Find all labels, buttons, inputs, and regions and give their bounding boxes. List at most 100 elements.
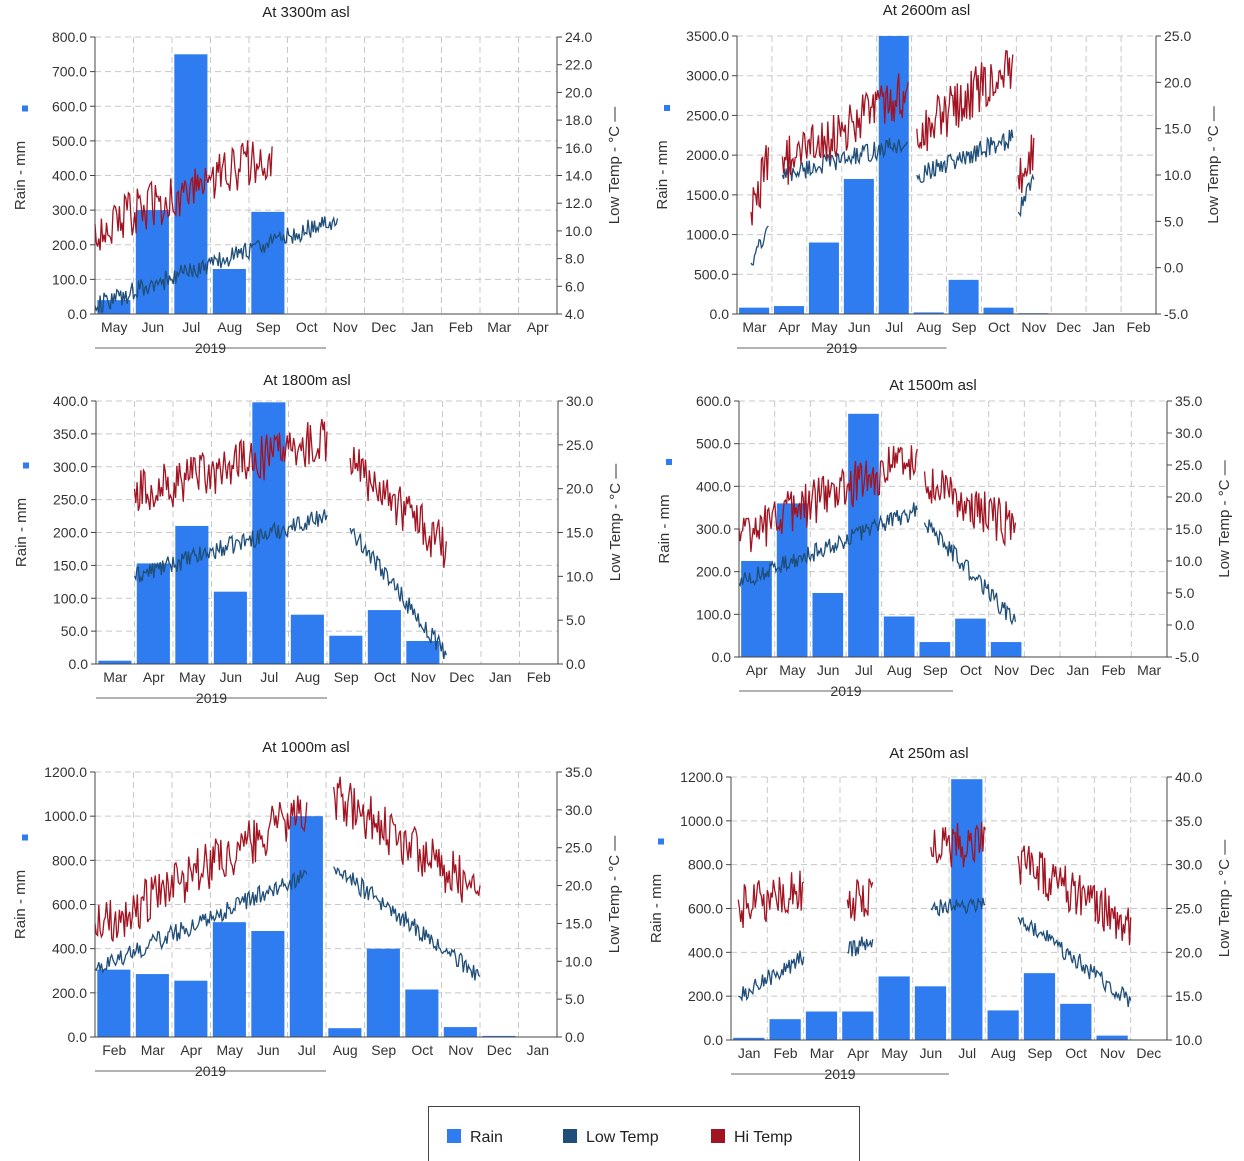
y2-tick-label: 24.0: [565, 29, 592, 45]
x-tick-label: Jul: [855, 662, 873, 678]
x-tick-label: Jan: [526, 1042, 549, 1058]
x-tick-label: May: [179, 669, 205, 685]
y-tick-label: 1200.0: [44, 764, 87, 780]
y-tick-label: 400.0: [696, 478, 731, 494]
hi-temp-line-segment: [846, 878, 874, 921]
low-temp-line-segment: [94, 215, 339, 314]
y2-tick-label: 18.0: [565, 112, 592, 128]
y-tick-label: 3000.0: [686, 68, 729, 84]
x-tick-label: Jun: [920, 1045, 943, 1061]
rain-bar-mar: [135, 974, 169, 1037]
x-tick-label: May: [217, 1042, 243, 1058]
y-tick-label: 800.0: [52, 852, 87, 868]
rain-bar-jun: [914, 986, 947, 1040]
y-tick-label: 1000.0: [680, 813, 723, 829]
y-tick-label: 200.0: [52, 237, 87, 253]
rain-bar-aug: [987, 1010, 1019, 1040]
low-temp-line-segment: [738, 950, 805, 1003]
y2-tick-label: 25.0: [566, 437, 593, 453]
y-tick-label: 200.0: [52, 985, 87, 1001]
year-label: 2019: [826, 340, 857, 356]
y-tick-label: 150.0: [53, 557, 88, 573]
y2-tick-label: 8.0: [565, 251, 585, 267]
x-tick-label: Sep: [371, 1042, 396, 1058]
y2-tick-label: 5.0: [1175, 585, 1195, 601]
y2-tick-label: 30.0: [565, 802, 592, 818]
y2-tick-label: 5.0: [565, 991, 585, 1007]
legend-swatch-low-temp: [563, 1129, 577, 1143]
y2-tick-label: 15.0: [1164, 121, 1191, 137]
rain-bar-may: [808, 242, 839, 314]
chart-title: At 1000m asl: [262, 739, 350, 756]
year-label: 2019: [195, 1063, 226, 1079]
x-tick-label: Dec: [487, 1042, 512, 1058]
rain-bar-jun: [135, 210, 169, 314]
x-tick-label: Feb: [102, 1042, 126, 1058]
legend-swatch-hi-temp: [711, 1129, 725, 1143]
y-tick-label: 500.0: [52, 133, 87, 149]
legend-item-hi-temp: Hi Temp: [711, 1129, 792, 1147]
y-tick-label: 800.0: [52, 29, 87, 45]
x-tick-label: Jan: [1067, 662, 1090, 678]
y2-tick-label: 16.0: [565, 140, 592, 156]
x-tick-label: Sep: [923, 662, 948, 678]
low-temp-line-segment: [781, 138, 909, 182]
year-label: 2019: [195, 340, 226, 356]
x-tick-label: Apr: [180, 1042, 202, 1058]
y-tick-label: 200.0: [53, 525, 88, 541]
x-tick-label: Jun: [219, 669, 242, 685]
hi-temp-line-segment: [781, 73, 909, 185]
y-tick-label: 350.0: [53, 426, 88, 442]
rain-bar-oct: [983, 307, 1014, 314]
x-tick-label: Oct: [1065, 1045, 1087, 1061]
y-tick-label: 1000.0: [686, 227, 729, 243]
y-tick-label: 500.0: [696, 436, 731, 452]
x-tick-label: Mar: [141, 1042, 165, 1058]
y-tick-label: 0.0: [68, 1029, 88, 1045]
y2-tick-label: 20.0: [565, 878, 592, 894]
x-tick-label: Dec: [371, 319, 396, 335]
chart-title: At 1800m asl: [263, 372, 351, 389]
y-axis-label: Rain - mm: [13, 498, 30, 567]
rain-bar-dec: [482, 1035, 516, 1037]
rain-bar-sep: [366, 948, 400, 1037]
y2-tick-label: 4.0: [565, 306, 585, 322]
hi-temp-line-segment: [349, 446, 447, 568]
x-tick-label: Aug: [917, 319, 942, 335]
x-tick-label: Oct: [988, 319, 1010, 335]
rain-bar-oct: [955, 618, 986, 657]
y-axis-label-marker: [658, 838, 664, 845]
rain-bar-mar: [739, 307, 770, 314]
rain-bar-jul: [878, 36, 909, 314]
y2-tick-label: 35.0: [1175, 813, 1202, 829]
y-axis-label: Rain - mm: [648, 874, 665, 943]
legend-label-hi-temp: Hi Temp: [734, 1129, 793, 1146]
y2-tick-label: 35.0: [1175, 393, 1202, 409]
y2-tick-label: 0.0: [565, 1029, 585, 1045]
y2-tick-label: 30.0: [1175, 425, 1202, 441]
x-tick-label: Feb: [1101, 662, 1125, 678]
y-axis-label-marker: [23, 462, 29, 469]
x-tick-label: Aug: [991, 1045, 1016, 1061]
y-tick-label: 400.0: [53, 393, 88, 409]
chart-panel-1: At 2600m asl 0.0 500.0 1000.0 1500.0 2000.0 25…: [654, 2, 1222, 356]
x-tick-label: Sep: [256, 319, 281, 335]
hi-temp-line-segment: [750, 145, 770, 226]
y2-tick-label: 10.0: [566, 568, 593, 584]
low-temp-line-segment: [333, 866, 481, 981]
x-tick-label: Jun: [257, 1042, 280, 1058]
y-axis-label-marker: [22, 834, 28, 841]
x-tick-label: May: [101, 319, 127, 335]
rain-bar-aug: [913, 312, 944, 314]
rain-bar-nov: [443, 1027, 477, 1037]
y-tick-label: 0.0: [704, 1032, 724, 1048]
hi-temp-line-segment: [94, 795, 308, 942]
rain-bar-jun: [251, 931, 285, 1037]
x-tick-label: Nov: [448, 1042, 473, 1058]
y2-tick-label: 0.0: [1164, 260, 1184, 276]
x-tick-label: Apr: [527, 319, 549, 335]
legend-label-rain: Rain: [470, 1129, 503, 1146]
year-label: 2019: [830, 683, 861, 699]
y2-tick-label: 40.0: [1175, 769, 1202, 785]
rain-bar-aug: [883, 616, 915, 657]
